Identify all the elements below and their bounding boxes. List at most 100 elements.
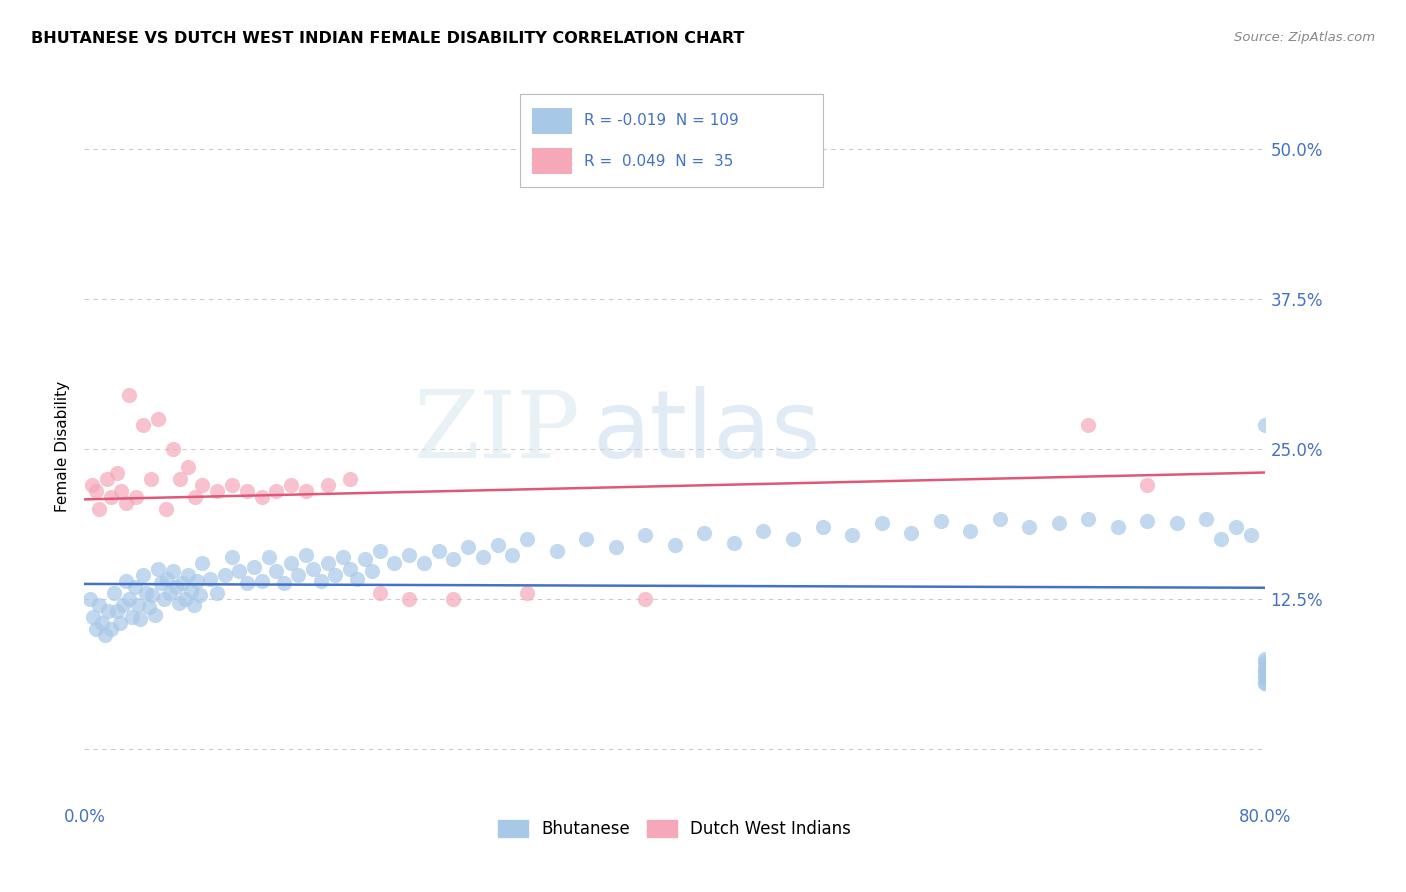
Point [96,472,118,486]
Point [153,591,176,606]
Point [1254,676,1277,690]
Point [1254,670,1277,684]
Point [664,538,686,552]
Point [170,576,193,591]
Point [546,544,568,558]
Point [121,610,143,624]
Point [575,532,598,546]
Point [105,604,128,618]
Point [354,552,377,566]
Point [988,511,1011,525]
Point [82,610,104,624]
Point [782,532,804,546]
Point [150,576,173,591]
Point [382,556,406,570]
Point [221,478,243,492]
Point [79,591,101,606]
Point [87,598,111,612]
Point [1077,417,1099,432]
Y-axis label: Female Disability: Female Disability [55,380,70,512]
Point [1077,511,1099,525]
Point [236,483,259,498]
Point [118,591,141,606]
Text: R = -0.019  N = 109: R = -0.019 N = 109 [583,113,738,128]
Point [316,478,339,492]
Point [339,562,361,576]
Point [1254,676,1277,690]
Point [287,568,309,582]
Point [177,460,200,475]
Point [129,612,152,626]
Point [1136,514,1159,528]
Point [127,598,149,612]
Point [870,516,893,531]
Point [1225,520,1247,534]
Point [693,525,716,540]
Point [100,622,122,636]
Point [141,588,163,602]
Point [368,544,391,558]
Point [105,466,128,480]
Point [1136,478,1159,492]
Point [100,490,122,504]
Point [132,417,155,432]
Point [159,586,181,600]
Point [138,600,160,615]
Point [295,483,318,498]
Point [841,528,863,542]
Point [162,442,184,456]
Point [97,604,120,618]
Point [413,556,436,570]
Point [1254,664,1277,678]
Point [87,502,111,516]
Bar [533,108,572,134]
Point [339,472,361,486]
Point [84,622,107,636]
Point [1254,417,1277,432]
Point [346,572,368,586]
Point [472,549,495,564]
Point [167,595,190,609]
Point [280,478,302,492]
Point [91,615,114,630]
Point [155,502,177,516]
Point [398,548,420,562]
Point [1107,520,1129,534]
Point [165,580,187,594]
Point [103,586,125,600]
Point [634,528,657,542]
Point [184,490,207,504]
Point [118,388,141,402]
Point [309,574,332,588]
Point [361,565,384,579]
Point [114,574,136,588]
Point [148,412,170,426]
Point [84,483,107,498]
Point [221,549,243,564]
Point [427,544,450,558]
Point [207,586,229,600]
Point [186,574,208,588]
Point [207,483,229,498]
Point [273,576,295,591]
Point [183,598,205,612]
Point [295,548,318,562]
Point [516,586,538,600]
Point [124,580,146,594]
Point [266,565,288,579]
Point [1018,520,1040,534]
Text: ZIP: ZIP [413,387,581,476]
Point [191,556,214,570]
Legend: Bhutanese, Dutch West Indians: Bhutanese, Dutch West Indians [492,813,858,845]
Point [280,556,302,570]
Point [1195,511,1218,525]
Point [191,478,214,492]
Point [486,538,509,552]
Point [457,541,479,555]
Point [135,586,157,600]
Point [111,598,134,612]
Point [501,548,523,562]
Point [605,541,627,555]
Point [139,472,162,486]
Point [266,483,288,498]
